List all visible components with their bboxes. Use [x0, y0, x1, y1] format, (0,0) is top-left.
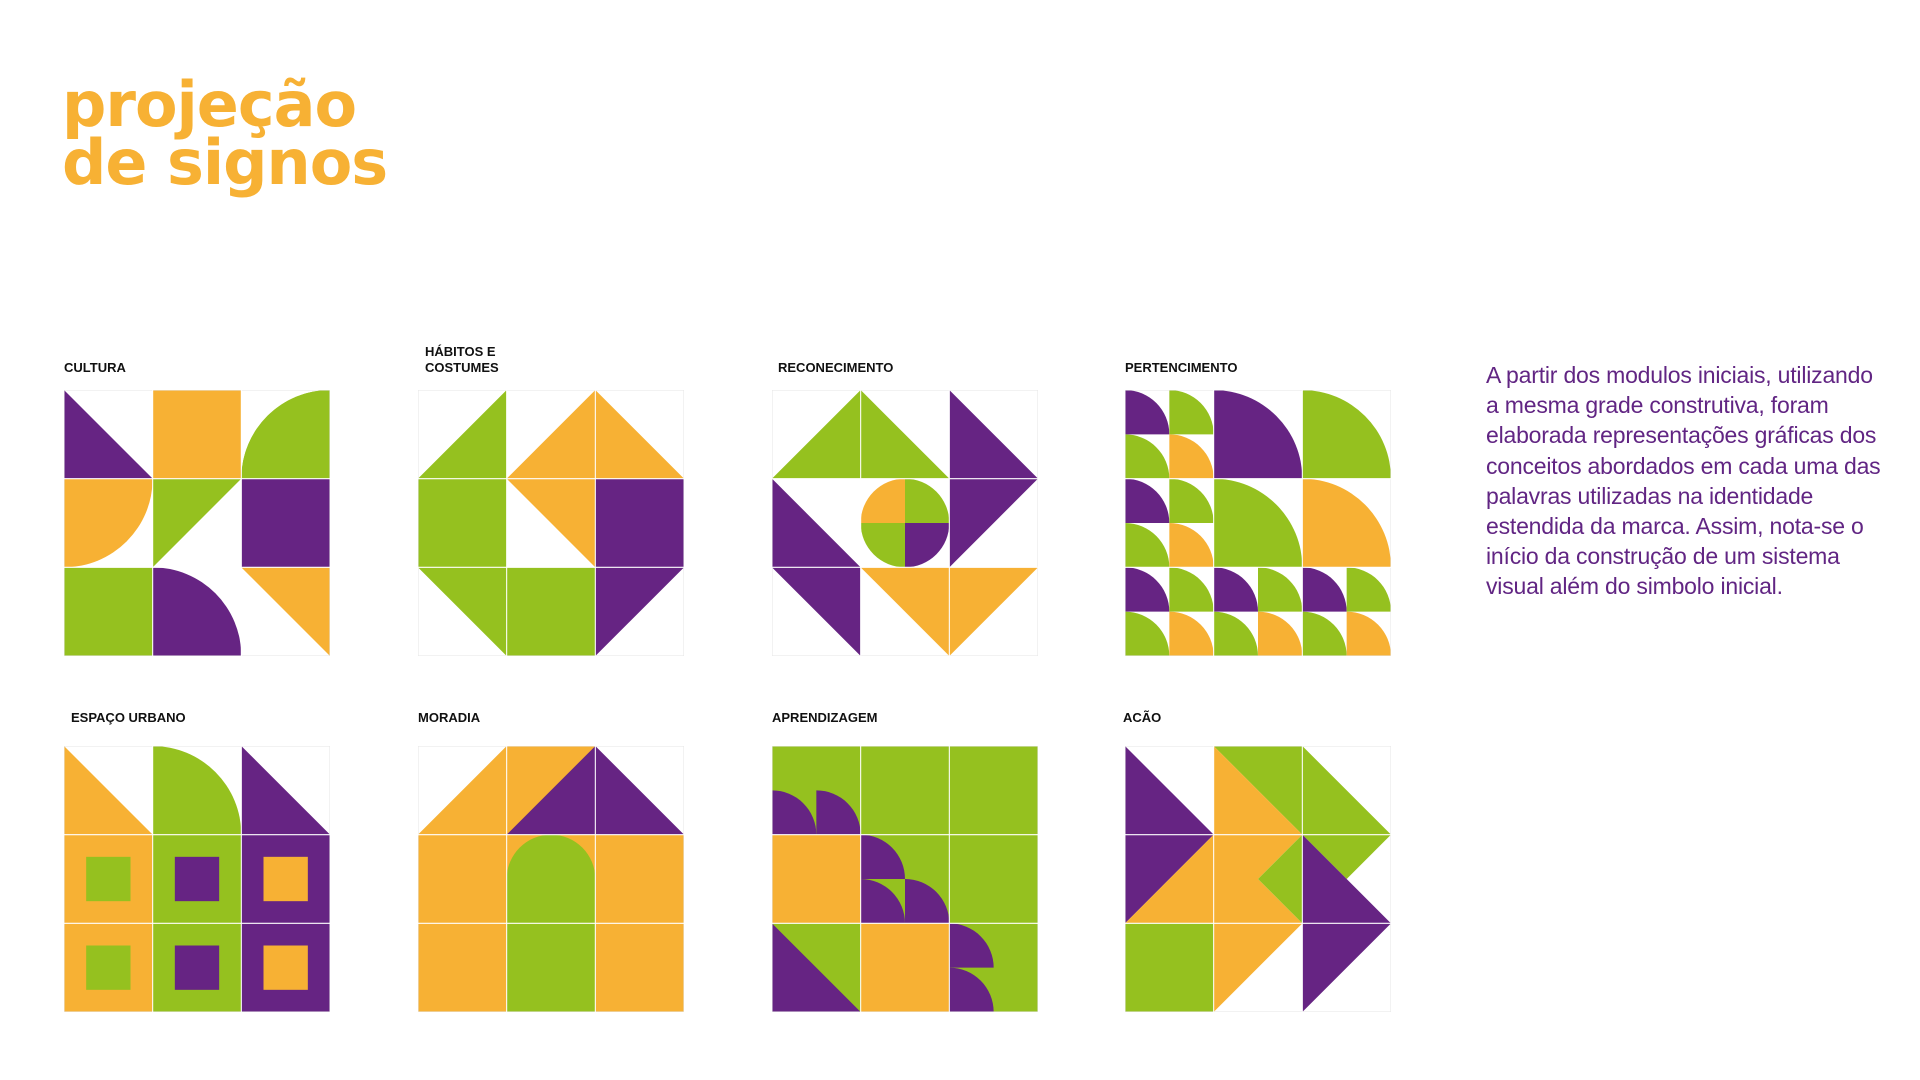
module-espaco-urbano: [64, 746, 330, 1012]
module-grid: [64, 390, 330, 656]
title-line-2: de signos: [62, 126, 388, 199]
module-label-aprendizagem: APRENDIZAGEM: [772, 710, 878, 725]
module-shapes: [64, 390, 330, 656]
module-moradia: [418, 746, 684, 1012]
module-shapes: [1125, 390, 1391, 656]
module-grid: [772, 390, 1038, 656]
module-grid: [64, 746, 330, 1012]
module-grid: [1125, 390, 1391, 656]
module-label-cultura: CULTURA: [64, 360, 126, 375]
module-acao: [1125, 746, 1391, 1012]
module-shapes: [772, 746, 1038, 1012]
module-shapes: [1125, 746, 1391, 1012]
module-label-pertencimento: PERTENCIMENTO: [1125, 360, 1238, 375]
module-grid: [1125, 746, 1391, 1012]
module-shapes: [418, 746, 684, 1012]
module-cultura: [64, 390, 330, 656]
module-habitos-e-costumes: [418, 390, 684, 656]
module-label-habitos-e-costumes: HÁBITOS E COSTUMES: [425, 344, 499, 375]
module-pertencimento: [1125, 390, 1391, 656]
module-grid: [418, 390, 684, 656]
module-label-reconecimento: RECONECIMENTO: [778, 360, 894, 375]
module-shapes: [64, 746, 330, 1012]
description-text: A partir dos modulos iniciais, utilizand…: [1486, 362, 1881, 600]
module-label-acao: ACÃO: [1123, 710, 1162, 725]
module-grid: [772, 746, 1038, 1012]
module-label-espaco-urbano: ESPAÇO URBANO: [71, 710, 186, 725]
module-grid: [418, 746, 684, 1012]
module-aprendizagem: [772, 746, 1038, 1012]
title-line-1: projeção: [62, 68, 357, 141]
module-label-moradia: MORADIA: [418, 710, 481, 725]
page-title: projeção de signos: [62, 68, 388, 199]
module-shapes: [772, 390, 1038, 656]
module-reconecimento: [772, 390, 1038, 656]
module-shapes: [418, 390, 684, 656]
